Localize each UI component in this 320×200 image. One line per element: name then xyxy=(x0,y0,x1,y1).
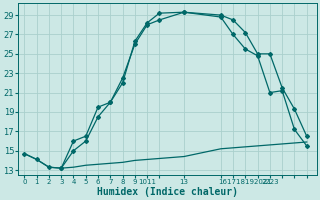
X-axis label: Humidex (Indice chaleur): Humidex (Indice chaleur) xyxy=(97,186,238,197)
